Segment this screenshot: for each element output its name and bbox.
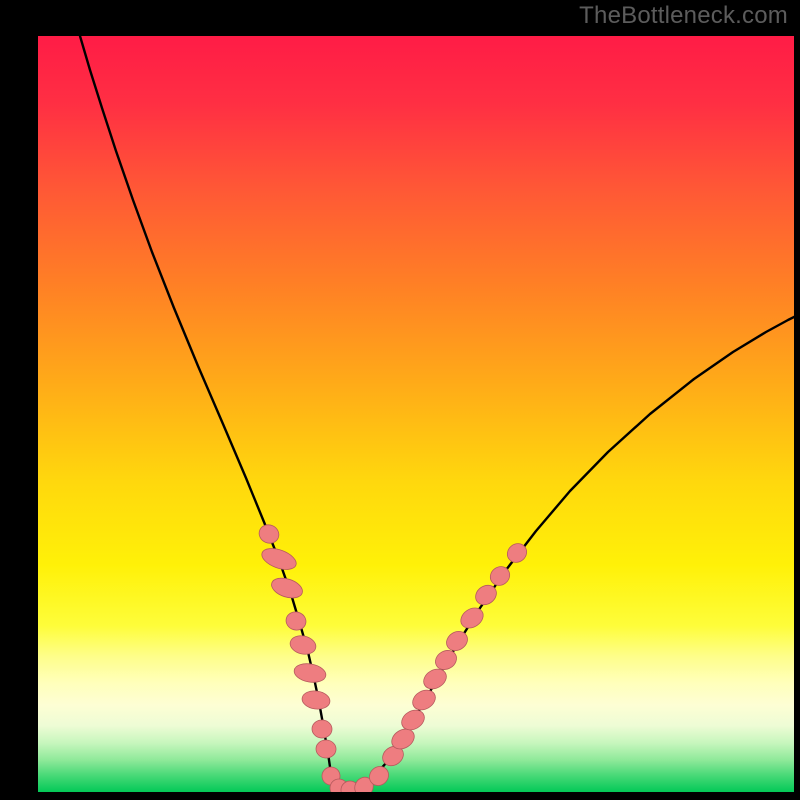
curves-svg xyxy=(38,36,794,792)
bead xyxy=(315,739,336,758)
bead xyxy=(311,719,332,739)
bead xyxy=(256,522,282,547)
bead xyxy=(259,544,299,573)
plot-area xyxy=(38,36,794,792)
bead xyxy=(409,686,439,714)
bead xyxy=(301,689,331,711)
bead xyxy=(269,574,305,601)
beads-group xyxy=(256,522,530,792)
chart-stage: TheBottleneck.com xyxy=(0,0,800,800)
bead xyxy=(457,604,487,632)
bead xyxy=(284,610,308,633)
watermark-text: TheBottleneck.com xyxy=(579,2,788,30)
bead xyxy=(288,633,317,656)
bead xyxy=(293,661,328,684)
